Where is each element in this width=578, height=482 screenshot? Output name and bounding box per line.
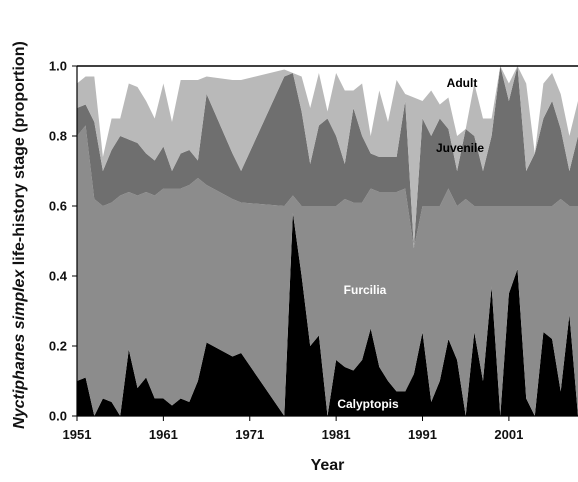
y-tick-label: 0.4 <box>49 269 68 284</box>
x-axis-title: Year <box>311 457 345 474</box>
y-tick-label: 0.0 <box>49 409 67 424</box>
series-label-juvenile: Juvenile <box>436 141 484 155</box>
y-axis-title-species: Nyctiphanes simplex <box>11 269 28 429</box>
series-label-calyptopis: Calyptopis <box>337 397 399 411</box>
x-tick-label: 1951 <box>63 427 92 442</box>
stacked-areas <box>77 66 578 416</box>
area-calyptopis <box>77 213 578 416</box>
y-axis-title-rest: life-history stage (proportion) <box>11 41 28 269</box>
area-furcilia <box>77 125 578 416</box>
area-adult <box>77 66 578 248</box>
y-tick-label: 0.6 <box>49 199 67 214</box>
x-tick-label: 2001 <box>494 427 523 442</box>
y-tick-label: 1.0 <box>49 59 67 74</box>
y-tick-label: 0.2 <box>49 339 67 354</box>
x-tick-label: 1991 <box>408 427 437 442</box>
series-labels: Calyptopis Furcilia Juvenile Adult <box>337 76 484 411</box>
series-label-adult: Adult <box>447 76 478 90</box>
area-juvenile <box>77 66 578 248</box>
x-tick-label: 1971 <box>235 427 264 442</box>
y-tick-label: 0.8 <box>49 129 67 144</box>
x-tick-label: 1961 <box>149 427 178 442</box>
axes: 0.0 0.2 0.4 0.6 0.8 1.0 1951 1961 1971 1981 1991 20… <box>49 59 578 442</box>
series-label-furcilia: Furcilia <box>344 283 387 297</box>
x-tick-label: 1981 <box>322 427 351 442</box>
y-axis-title: Nyctiphanes simplex life-history stage (… <box>11 41 28 429</box>
